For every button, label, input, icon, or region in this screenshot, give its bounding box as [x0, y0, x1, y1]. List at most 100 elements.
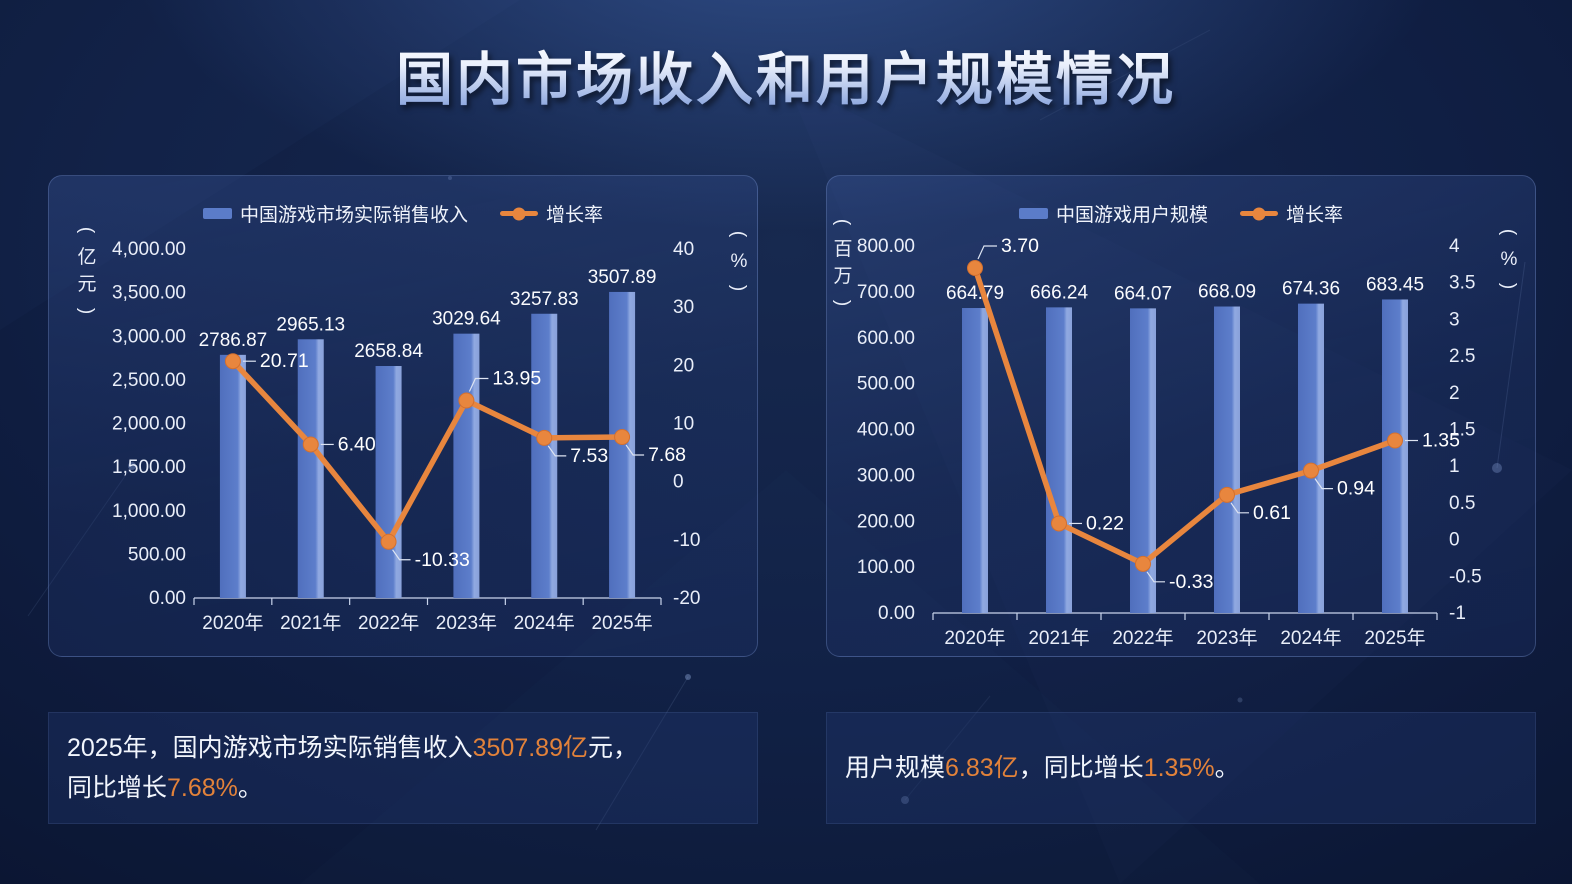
- svg-text:(: (: [832, 219, 853, 226]
- revenue-chart: 0.00 500.00 1,000.00 1,500.00 2,000.00 2,500.…: [76, 227, 749, 634]
- svg-text:2025年: 2025年: [1364, 627, 1425, 649]
- svg-text:0.00: 0.00: [878, 603, 915, 624]
- svg-text:0.94: 0.94: [1337, 478, 1375, 500]
- legend-item-users-growth[interactable]: 增长率: [1240, 200, 1343, 227]
- axis-unit-title: (百万): [832, 219, 853, 306]
- svg-text:700.00: 700.00: [857, 282, 915, 303]
- svg-text:2023年: 2023年: [1196, 627, 1257, 649]
- x-axis: 2020年 2021年 2022年 2023年 2024年 2025年: [193, 597, 662, 634]
- svg-text:0: 0: [673, 472, 684, 493]
- line-marker: [380, 533, 397, 550]
- bar-series: 2786.87 2965.13 2658.84 3029.64 3257.83 3507.…: [199, 267, 657, 598]
- line-marker: [1303, 462, 1319, 479]
- svg-text:40: 40: [673, 239, 694, 260]
- line-series-label: 增长率: [1286, 205, 1344, 226]
- bar: [375, 366, 402, 598]
- svg-text:-0.5: -0.5: [1449, 566, 1482, 587]
- svg-text:3257.83: 3257.83: [510, 289, 579, 310]
- svg-text:3.70: 3.70: [1001, 235, 1039, 257]
- svg-text:1,000.00: 1,000.00: [112, 501, 186, 522]
- bar-series-label: 中国游戏市场实际销售收入: [239, 205, 468, 226]
- bar: [1214, 306, 1240, 613]
- legend-item-revenue-bars[interactable]: 中国游戏市场实际销售收入: [202, 200, 468, 227]
- bar: [1382, 299, 1408, 613]
- svg-text:0.61: 0.61: [1253, 502, 1291, 524]
- revenue-summary-note: 2025年，国内游戏市场实际销售收入3507.89亿元， 同比增长7.68%。: [48, 712, 758, 824]
- svg-text:800.00: 800.00: [857, 236, 915, 257]
- users-summary-note: 用户规模6.83亿，同比增长1.35%。: [826, 712, 1536, 824]
- svg-text:0.22: 0.22: [1086, 512, 1124, 534]
- svg-text:2965.13: 2965.13: [276, 314, 345, 335]
- growth-line-series: 3.70 0.22 -0.33 0.61 0.94 1.35: [967, 235, 1460, 593]
- line-marker: [302, 436, 319, 453]
- svg-text:10: 10: [673, 414, 694, 435]
- svg-text:4,000.00: 4,000.00: [112, 239, 186, 260]
- bar-series-swatch: [202, 208, 232, 219]
- svg-text:600.00: 600.00: [857, 328, 915, 349]
- svg-text:%: %: [1501, 249, 1518, 270]
- y-right-axis-labels: -1 -0.5 0 0.5 1 1.5 2 2.5 3 3.5 4: [1449, 236, 1482, 624]
- y-left-axis-labels: 0.00 100.00 200.00 300.00 400.00 500.00 600.00…: [857, 236, 915, 624]
- line-marker: [224, 353, 241, 370]
- legend-item-users-bars[interactable]: 中国游戏用户规模: [1018, 200, 1208, 227]
- users-chart-panel: 0.00 100.00 200.00 300.00 400.00 500.00 600.00…: [826, 175, 1536, 657]
- axis-unit-title: (%): [728, 231, 749, 291]
- line-series-swatch: [500, 207, 538, 220]
- y-right-axis-labels: -20 -10 0 10 20 30 40: [673, 239, 700, 609]
- svg-text:2020年: 2020年: [944, 627, 1005, 649]
- svg-text:2: 2: [1449, 383, 1460, 404]
- growth-line-series: 20.71 6.40 -10.33 13.95 7.53 7.68: [224, 350, 686, 571]
- bar: [1298, 303, 1324, 613]
- svg-text:%: %: [731, 251, 748, 272]
- line-marker: [458, 392, 475, 409]
- svg-text:3507.89: 3507.89: [588, 267, 657, 288]
- svg-text:668.09: 668.09: [1198, 282, 1256, 303]
- svg-text:0: 0: [1449, 530, 1460, 551]
- y-left-axis-labels: 0.00 500.00 1,000.00 1,500.00 2,000.00 2,500.…: [112, 239, 186, 609]
- svg-text:6.40: 6.40: [338, 433, 376, 455]
- note-accent-text: 3507.89亿: [472, 734, 588, 762]
- bar: [531, 313, 558, 598]
- svg-text:3: 3: [1449, 309, 1460, 330]
- svg-text:4: 4: [1449, 236, 1460, 257]
- svg-text:20: 20: [673, 355, 694, 376]
- svg-text:-10: -10: [673, 530, 700, 551]
- line-marker: [1219, 486, 1235, 503]
- bar-series-label: 中国游戏用户规模: [1055, 205, 1208, 226]
- note-accent-text: 6.83亿: [945, 754, 1019, 782]
- svg-text:2658.84: 2658.84: [354, 341, 423, 362]
- svg-text:664.79: 664.79: [946, 283, 1004, 304]
- svg-text:3029.64: 3029.64: [432, 309, 501, 330]
- bar-series: 664.79 666.24 664.07 668.09 674.36 683.45: [946, 274, 1424, 613]
- svg-text:-10.33: -10.33: [415, 549, 470, 571]
- svg-text:666.24: 666.24: [1030, 282, 1089, 303]
- note-text: 用户规模: [845, 754, 946, 782]
- note-text: ，同比增长: [1018, 754, 1144, 782]
- svg-text:百: 百: [833, 239, 852, 260]
- svg-text:2023年: 2023年: [436, 612, 497, 634]
- svg-text:): ): [76, 308, 97, 314]
- svg-text:(: (: [728, 231, 749, 238]
- svg-text:-20: -20: [673, 588, 700, 609]
- svg-text:3,000.00: 3,000.00: [112, 326, 186, 347]
- svg-text:2021年: 2021年: [280, 612, 341, 634]
- svg-text:100.00: 100.00: [857, 557, 915, 578]
- bar-series-swatch: [1018, 208, 1048, 219]
- note-accent-text: 1.35%: [1143, 754, 1215, 782]
- svg-text:-0.33: -0.33: [1169, 571, 1213, 593]
- note-text: 2025年，国内游戏市场实际销售收入: [67, 734, 473, 762]
- svg-text:): ): [728, 285, 749, 291]
- svg-text:400.00: 400.00: [857, 420, 915, 441]
- svg-text:674.36: 674.36: [1282, 279, 1340, 300]
- svg-text:200.00: 200.00: [857, 511, 915, 532]
- users-chart-legend: 中国游戏用户规模 增长率: [827, 200, 1535, 227]
- revenue-chart-legend: 中国游戏市场实际销售收入 增长率: [49, 200, 757, 227]
- svg-text:500.00: 500.00: [128, 544, 186, 565]
- legend-item-revenue-growth[interactable]: 增长率: [500, 200, 603, 227]
- axis-unit-title: (%): [1498, 229, 1519, 289]
- note-text: 。: [237, 774, 263, 802]
- svg-text:7.68: 7.68: [648, 444, 686, 466]
- svg-text:1.35: 1.35: [1422, 430, 1460, 452]
- svg-text:2022年: 2022年: [358, 612, 419, 634]
- line-marker: [1387, 432, 1403, 449]
